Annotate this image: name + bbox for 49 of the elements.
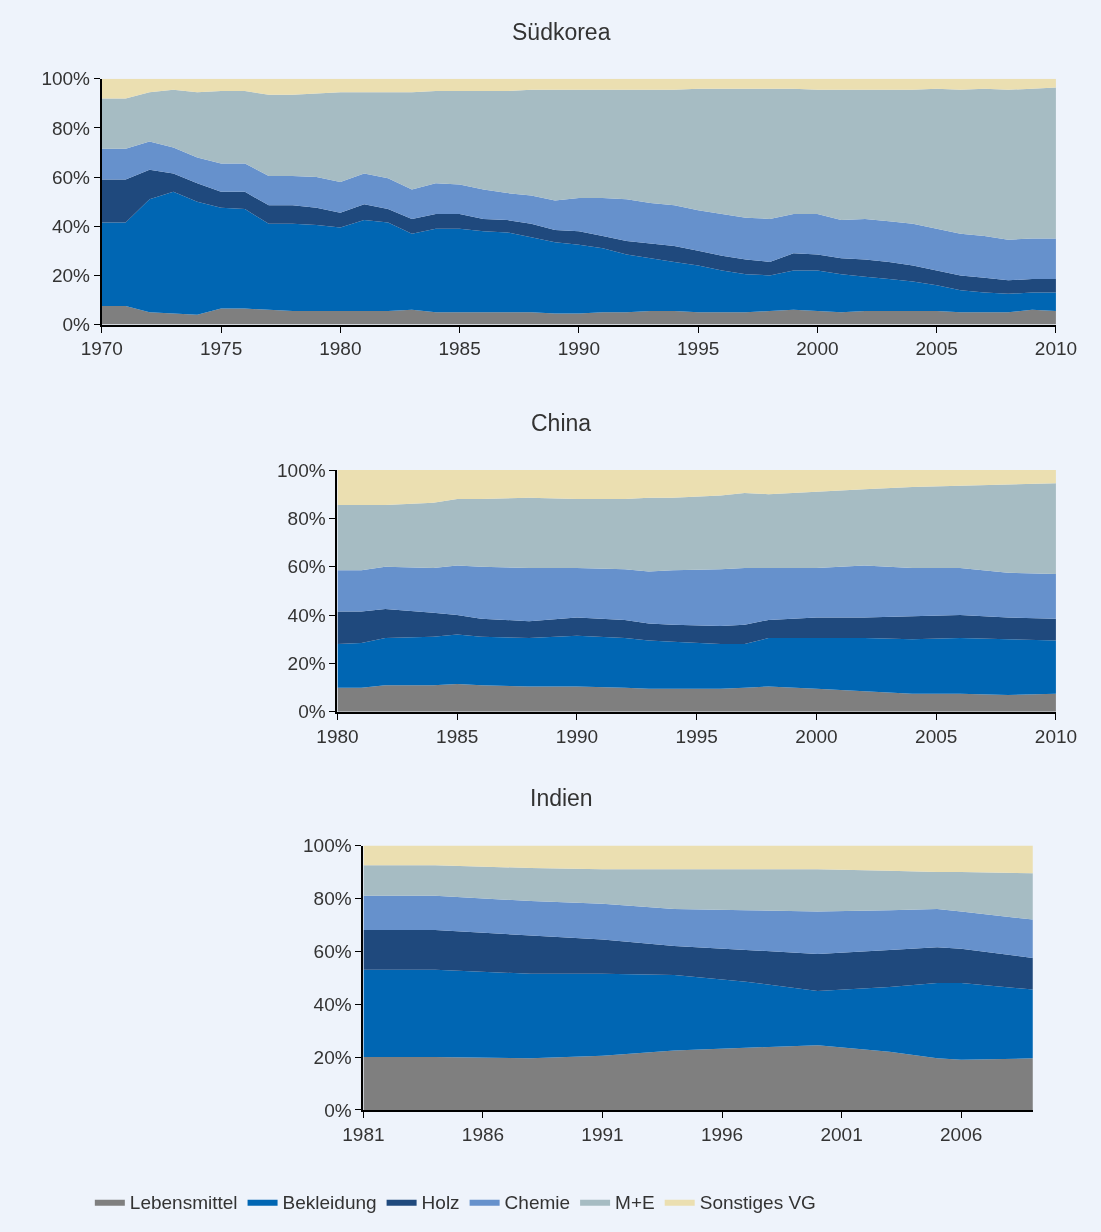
- x-tick-label: 1986: [461, 1123, 505, 1145]
- y-tick-label: 20%: [51, 265, 91, 287]
- y-tick-label: 20%: [313, 1046, 352, 1068]
- y-tick-label: 60%: [51, 166, 91, 188]
- y-tick-label: 100%: [303, 835, 352, 857]
- legend-label: Lebensmittel: [129, 1192, 238, 1214]
- y-tick-label: 60%: [313, 940, 352, 962]
- x-tick-label: 1980: [319, 338, 362, 360]
- legend-label: Bekleidung: [282, 1192, 377, 1214]
- y-tick-label: 80%: [313, 888, 352, 910]
- x-tick-label: 1970: [80, 338, 123, 360]
- y-tick-label: 80%: [51, 117, 91, 139]
- x-tick-label: 1996: [700, 1123, 744, 1145]
- x-tick-label: 1980: [316, 725, 359, 747]
- x-tick-label: 2005: [915, 338, 958, 360]
- legend-label: Sonstiges VG: [699, 1192, 816, 1214]
- y-tick-label: 40%: [313, 993, 352, 1015]
- legend-label: Chemie: [504, 1192, 571, 1214]
- x-tick-label: 1981: [342, 1123, 385, 1145]
- x-tick-label: 1995: [677, 338, 720, 360]
- y-tick-label: 100%: [277, 459, 326, 481]
- y-tick-label: 60%: [287, 556, 326, 578]
- x-tick-label: 1985: [438, 338, 481, 360]
- y-tick-label: 40%: [51, 215, 91, 237]
- y-tick-label: 0%: [324, 1099, 352, 1121]
- chart-title: China: [531, 410, 592, 436]
- x-tick-label: 1975: [199, 338, 243, 360]
- x-tick-label: 1991: [581, 1123, 624, 1145]
- x-tick-label: 1990: [555, 725, 599, 747]
- x-tick-label: 2010: [1034, 725, 1078, 747]
- legend-label: M+E: [615, 1192, 655, 1214]
- x-tick-label: 2000: [796, 338, 839, 360]
- y-tick-label: 20%: [287, 653, 326, 675]
- y-tick-label: 0%: [298, 701, 326, 723]
- x-tick-label: 2000: [795, 725, 838, 747]
- chart-title: Indien: [530, 785, 593, 811]
- y-tick-label: 100%: [41, 68, 91, 90]
- x-tick-label: 1990: [557, 338, 601, 360]
- x-tick-label: 2006: [940, 1123, 983, 1145]
- chart-title: Südkorea: [512, 19, 611, 45]
- x-tick-label: 1995: [675, 725, 718, 747]
- legend-label: Holz: [421, 1192, 460, 1214]
- x-tick-label: 2010: [1034, 338, 1078, 360]
- y-tick-label: 40%: [287, 604, 326, 626]
- x-tick-label: 2001: [820, 1123, 863, 1145]
- x-tick-label: 1985: [436, 725, 479, 747]
- x-tick-label: 2005: [915, 725, 958, 747]
- y-tick-label: 0%: [62, 314, 91, 336]
- y-tick-label: 80%: [287, 508, 326, 530]
